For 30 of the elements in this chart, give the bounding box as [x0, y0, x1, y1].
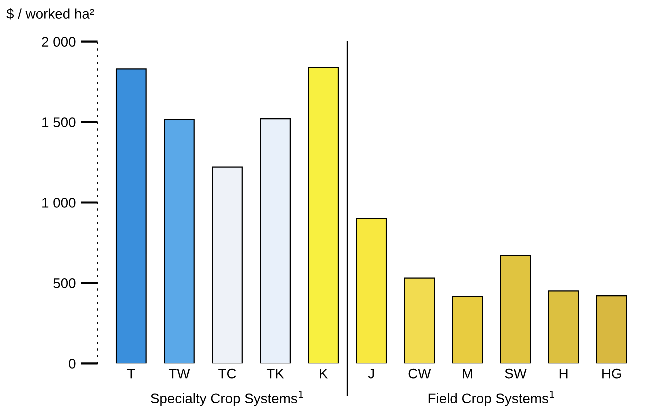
- x-tick-label: CW: [408, 368, 432, 379]
- bar: [596, 296, 628, 364]
- bar: [212, 166, 243, 364]
- bar: [404, 278, 436, 364]
- bar: [548, 290, 580, 364]
- y-tick-label: 1 500: [42, 118, 76, 128]
- x-tick-label: TC: [218, 368, 236, 379]
- bar: [260, 118, 292, 364]
- x-tick-label: SW: [505, 368, 527, 379]
- x-tick-label: HG: [602, 368, 622, 379]
- x-tick-label: J: [368, 369, 374, 379]
- x-tick-label: TW: [168, 369, 190, 379]
- x-tick-label: K: [320, 369, 328, 379]
- x-tick-label: TK: [266, 369, 284, 379]
- x-tick-label: H: [560, 369, 568, 379]
- bar: [500, 255, 532, 364]
- text: Field Crop Systems$^{1}$: [428, 391, 554, 406]
- text: Specialty Crop Systems$^{1}$: [151, 391, 304, 406]
- bar: [116, 68, 147, 364]
- bar: [452, 296, 484, 364]
- y-tick-label: 500: [54, 278, 76, 288]
- bar: [356, 218, 388, 364]
- y-axis-title: $ / worked ha²: [6, 8, 94, 20]
- x-tick-label: M: [463, 369, 472, 379]
- y-tick-label: 2 000: [42, 37, 76, 47]
- x-tick-label: T: [128, 369, 136, 379]
- bar: [164, 119, 195, 364]
- y-tick-label: 0: [69, 358, 76, 369]
- bar: [308, 66, 340, 364]
- y-tick-label: 1 000: [42, 198, 76, 208]
